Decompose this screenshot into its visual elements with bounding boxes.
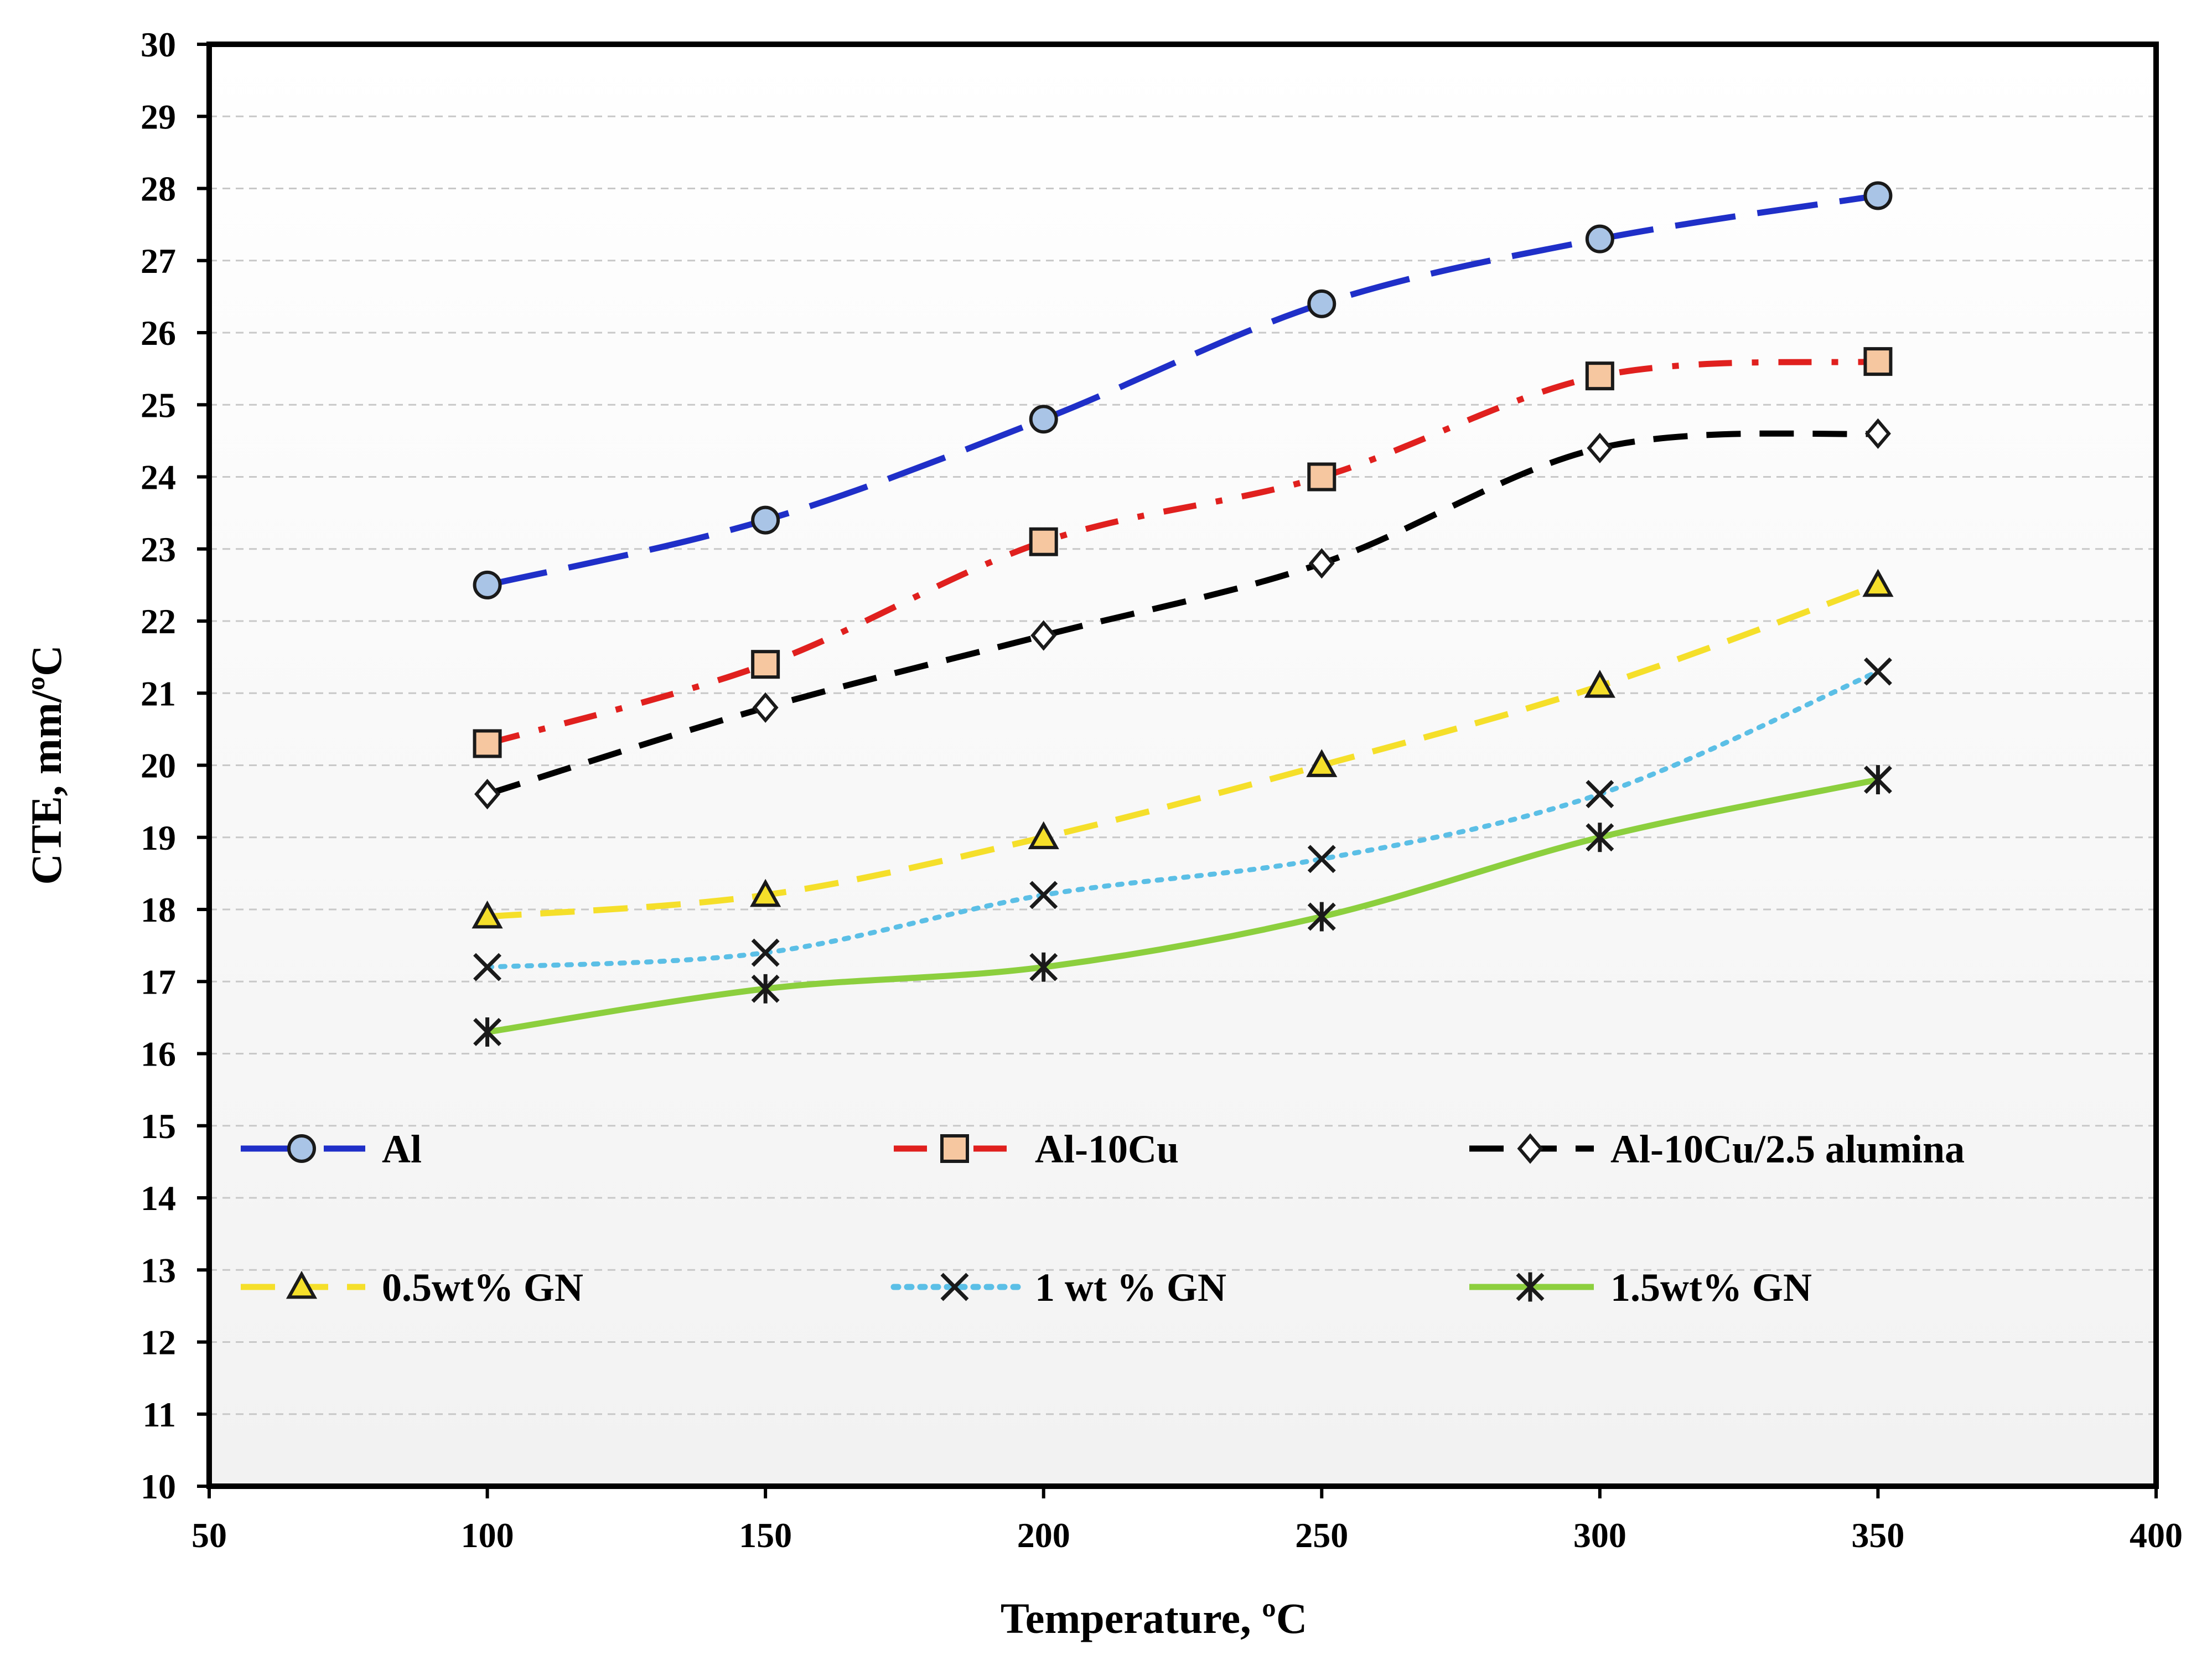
x-tick-label-50: 50 [191, 1516, 227, 1555]
legend-marker-1 [287, 1134, 316, 1163]
data-point-s6-x300 [1586, 823, 1614, 852]
y-tick-label-14: 14 [141, 1178, 176, 1218]
y-tick-label-25: 25 [141, 385, 176, 425]
legend-label-1: Al [382, 1127, 422, 1171]
y-tick-label-10: 10 [141, 1467, 176, 1506]
data-point-s6-x250 [1307, 902, 1336, 932]
data-point-s3-x100 [474, 778, 501, 810]
data-point-s2-x300 [1585, 361, 1614, 391]
data-point-s2-x200 [1029, 527, 1058, 556]
y-tick-label-20: 20 [141, 746, 176, 785]
data-point-s4-x350 [1862, 568, 1894, 597]
y-tick-label-29: 29 [141, 97, 176, 136]
x-tick-label-350: 350 [1851, 1516, 1904, 1555]
legend-label-4: 0.5wt% GN [382, 1265, 583, 1310]
data-point-s2-x150 [751, 650, 780, 679]
data-point-s2-x250 [1307, 462, 1336, 492]
series-line-4 [487, 582, 1879, 920]
y-tick-label-26: 26 [141, 313, 176, 353]
data-point-s1-x300 [1585, 224, 1614, 254]
data-point-s5-x200 [1029, 881, 1058, 909]
x-tick-label-200: 200 [1017, 1516, 1070, 1555]
y-tick-label-22: 22 [141, 602, 176, 641]
data-point-s5-x300 [1586, 780, 1614, 809]
data-point-s2-x100 [473, 729, 502, 758]
data-point-s5-x100 [473, 953, 502, 981]
data-point-s1-x350 [1863, 181, 1893, 210]
legend-marker-5 [940, 1273, 969, 1301]
legend-label-2: Al-10Cu [1035, 1127, 1179, 1171]
marker-layer [472, 181, 1894, 1047]
legend-marker-6 [1516, 1272, 1545, 1302]
y-tick-label-27: 27 [141, 241, 176, 281]
legend-marker-3 [1517, 1133, 1543, 1164]
legend-label-6: 1.5wt% GN [1610, 1265, 1812, 1310]
y-tick-label-13: 13 [141, 1250, 176, 1290]
x-tick-label-100: 100 [461, 1516, 514, 1555]
data-point-s1-x100 [473, 570, 502, 599]
x-tick-label-250: 250 [1295, 1516, 1348, 1555]
x-tick-label-300: 300 [1573, 1516, 1626, 1555]
data-point-s4-x150 [750, 878, 781, 907]
y-tick-label-24: 24 [141, 458, 176, 497]
data-point-s3-x250 [1308, 548, 1335, 579]
legend: Al Al-10Cu Al-10Cu/2.5 alumina 0.5wt% GN 1 w… [241, 1127, 1965, 1310]
data-point-s3-x200 [1030, 620, 1057, 651]
data-point-s2-x350 [1863, 347, 1893, 376]
data-point-s4-x250 [1306, 749, 1338, 777]
y-axis-title: CTE, mm/ºC [22, 645, 70, 885]
data-point-s5-x350 [1863, 657, 1892, 686]
data-point-s3-x350 [1864, 418, 1891, 449]
y-tick-label-30: 30 [141, 25, 176, 64]
y-tick-label-17: 17 [141, 962, 176, 1001]
data-point-s1-x150 [751, 505, 780, 535]
y-tick-label-12: 12 [141, 1323, 176, 1362]
y-tick-label-11: 11 [143, 1395, 176, 1434]
x-axis-ticks: 50 100 150 200 250 300 350 400 [191, 1486, 2183, 1555]
y-tick-label-19: 19 [141, 818, 176, 857]
data-point-s6-x200 [1029, 952, 1058, 982]
data-point-s3-x300 [1587, 432, 1613, 464]
legend-marker-2 [940, 1134, 969, 1163]
legend-label-5: 1 wt % GN [1035, 1265, 1226, 1310]
x-tick-label-400: 400 [2130, 1516, 2183, 1555]
y-axis-ticks: 10 11 12 13 14 15 16 17 18 19 20 21 22 23 24 25 26 27 28 29… [141, 25, 209, 1506]
legend-marker-4 [286, 1270, 318, 1299]
y-tick-label-18: 18 [141, 890, 176, 929]
y-tick-label-23: 23 [141, 530, 176, 569]
data-point-s6-x150 [751, 974, 780, 1004]
series-line-1 [486, 193, 1879, 588]
series-line-2 [486, 358, 1878, 747]
data-point-s6-x350 [1863, 765, 1892, 794]
x-axis-title: Temperature, ºC [1001, 1594, 1307, 1642]
data-point-s4-x200 [1028, 821, 1059, 850]
data-point-s5-x250 [1307, 845, 1336, 873]
data-point-s1-x250 [1307, 289, 1336, 318]
y-tick-label-28: 28 [141, 169, 176, 209]
data-point-s1-x200 [1029, 405, 1058, 434]
series-line-6 [486, 777, 1879, 1035]
data-point-s3-x150 [752, 692, 779, 723]
y-tick-label-16: 16 [141, 1035, 176, 1074]
data-point-s4-x300 [1584, 670, 1615, 698]
x-tick-label-150: 150 [739, 1516, 792, 1555]
series-layer [485, 193, 1881, 1035]
y-tick-label-15: 15 [141, 1107, 176, 1146]
y-tick-label-21: 21 [141, 674, 176, 713]
data-point-s5-x150 [751, 938, 780, 967]
data-point-s6-x100 [473, 1017, 502, 1047]
series-line-5 [485, 669, 1881, 970]
data-point-s4-x100 [472, 900, 503, 929]
legend-label-3: Al-10Cu/2.5 alumina [1610, 1127, 1965, 1171]
